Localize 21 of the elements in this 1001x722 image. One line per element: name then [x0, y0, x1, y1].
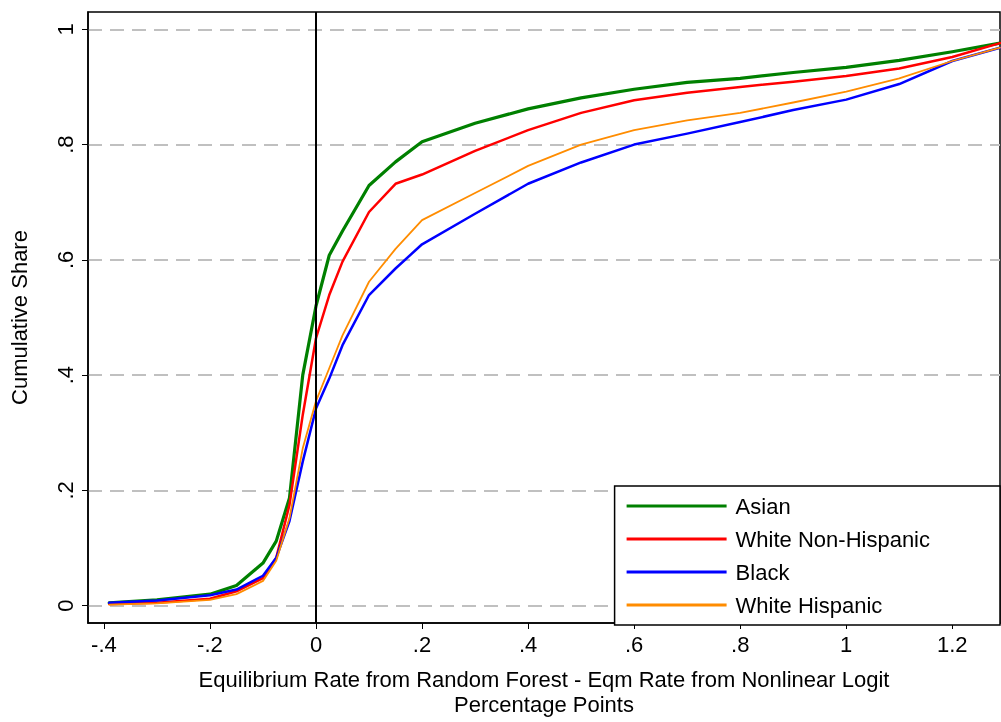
- y-tick-label: .4: [52, 365, 78, 385]
- y-tick-label: .8: [52, 135, 78, 154]
- y-tick-label: 1: [52, 23, 78, 36]
- legend-label: Asian: [735, 493, 791, 519]
- x-tick-label: .2: [412, 631, 432, 657]
- y-tick-label: .6: [52, 250, 78, 270]
- x-tick-label: .6: [624, 631, 644, 657]
- x-tick-label: 1: [840, 631, 853, 657]
- x-tick-label: 0: [309, 631, 323, 657]
- y-tick-label: 0: [52, 599, 78, 612]
- x-axis-title: Equilibrium Rate from Random Forest - Eqm Rate from Nonlinear Logit Percentage Points: [198, 667, 890, 717]
- y-tick-label: .2: [52, 481, 78, 500]
- x-tick-label: .4: [518, 631, 538, 657]
- x-tick-label: -.4: [91, 631, 117, 657]
- legend-label: Black: [735, 559, 791, 585]
- legend-label: White Non-Hispanic: [735, 526, 930, 552]
- legend-label: White Hispanic: [735, 592, 883, 618]
- x-tick-label: 1.2: [936, 631, 968, 657]
- y-axis-title: Cumulative Share: [6, 230, 32, 405]
- x-tick-label: -.2: [197, 631, 223, 657]
- x-tick-label: .8: [731, 631, 750, 657]
